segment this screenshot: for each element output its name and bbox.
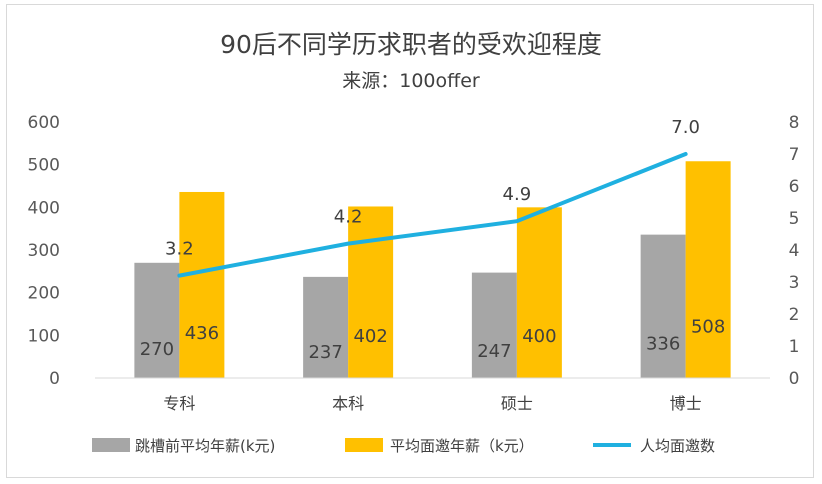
x-tick-label: 博士 — [670, 394, 702, 413]
y-axis-left: 0 100 200 300 400 500 600 — [28, 113, 60, 389]
x-tick-label: 硕士 — [501, 394, 533, 413]
y-right-tick-label: 1 — [789, 337, 800, 357]
x-tick-label: 专科 — [163, 394, 195, 413]
bar-value-label: 270 — [140, 339, 174, 360]
line-avg-interviews — [177, 152, 688, 278]
legend-label: 跳槽前平均年薪(k元) — [135, 437, 275, 455]
bar-value-label: 247 — [477, 341, 511, 362]
x-axis: 专科 本科 硕士 博士 — [163, 394, 701, 413]
y-left-tick-label: 600 — [28, 113, 60, 133]
line-series: 3.2 4.2 4.9 7.0 — [165, 117, 700, 278]
y-left-tick-label: 100 — [28, 326, 60, 346]
bar-prev-salary — [471, 272, 517, 378]
bar-offer-salary — [179, 191, 225, 378]
bar-value-label: 436 — [185, 323, 219, 344]
bar-offer-salary — [685, 161, 731, 378]
y-left-tick-label: 200 — [28, 284, 60, 304]
line-point-label: 7.0 — [671, 117, 700, 138]
bar-value-label: 402 — [353, 326, 387, 347]
legend-label: 人均面邀数 — [640, 437, 715, 455]
legend: 跳槽前平均年薪(k元) 平均面邀年薪（k元） 人均面邀数 — [92, 437, 715, 455]
bar-offer-salary — [516, 207, 562, 378]
y-axis-right: 0 1 2 3 4 5 6 7 8 — [789, 113, 800, 389]
y-right-tick-label: 6 — [789, 177, 800, 197]
y-left-tick-label: 500 — [28, 156, 60, 176]
y-right-tick-label: 8 — [789, 113, 800, 133]
legend-bar-marker — [345, 438, 383, 452]
line-point-label: 3.2 — [165, 239, 194, 260]
y-left-tick-label: 0 — [49, 369, 60, 389]
y-right-tick-label: 2 — [789, 305, 800, 325]
y-left-tick-label: 400 — [28, 198, 60, 218]
legend-bar-marker — [92, 438, 130, 452]
chart-subtitle: 来源：100offer — [342, 70, 480, 92]
bars: 270 436 237 402 247 400 336 508 — [134, 161, 731, 378]
chart-title: 90后不同学历求职者的受欢迎程度 — [220, 30, 602, 59]
y-left-tick-label: 300 — [28, 241, 60, 261]
bar-prev-salary — [640, 234, 686, 378]
bar-prev-salary — [303, 276, 349, 378]
legend-label: 平均面邀年薪（k元） — [390, 437, 534, 455]
line-point-label: 4.9 — [503, 184, 532, 205]
y-right-tick-label: 0 — [789, 369, 800, 389]
y-right-tick-label: 5 — [789, 209, 800, 229]
x-tick-label: 本科 — [332, 394, 364, 413]
bar-prev-salary — [134, 262, 180, 378]
bar-offer-salary — [348, 206, 394, 378]
line-point-label: 4.2 — [334, 207, 363, 228]
bar-value-label: 336 — [646, 333, 680, 354]
bar-value-label: 400 — [522, 326, 556, 347]
y-right-tick-label: 7 — [789, 145, 800, 165]
y-right-tick-label: 3 — [789, 273, 800, 293]
y-right-tick-label: 4 — [789, 241, 800, 261]
bar-value-label: 237 — [308, 342, 342, 363]
bar-value-label: 508 — [691, 316, 725, 337]
